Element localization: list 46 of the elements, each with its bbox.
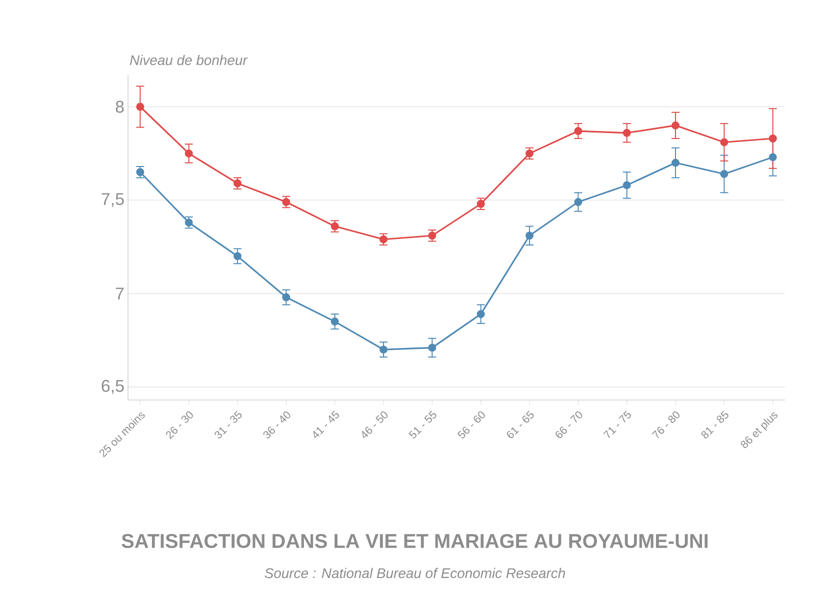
point	[330, 222, 339, 230]
point	[622, 181, 631, 190]
point	[526, 149, 534, 158]
x-tick-label: 46 - 50	[362, 411, 388, 438]
x-tick-label: 66 - 70	[556, 411, 582, 438]
x-tick-label: 76 - 80	[652, 411, 680, 438]
point	[428, 232, 436, 240]
source-note: Source : National Bureau of Economic Research	[264, 568, 565, 578]
point	[720, 170, 728, 178]
x-tick-label: 36 - 40	[263, 411, 290, 438]
x-tick-label: 61 - 65	[506, 410, 534, 438]
y-tick-label: 7	[116, 288, 124, 300]
y-tick-label: 6,5	[102, 380, 124, 394]
x-tick-label: 81 - 85	[701, 410, 728, 438]
point	[622, 128, 631, 137]
point	[380, 346, 388, 354]
x-tick-label: 41 - 45	[313, 410, 339, 438]
point	[282, 198, 290, 206]
y-tick-label: 7,5	[102, 193, 124, 208]
point	[234, 179, 242, 188]
x-tick-label: 31 - 35	[214, 410, 242, 438]
point	[184, 218, 193, 227]
text: SATISFACTION DANS LA VIE ET MARIAGE AU ROYAUME-UNI	[122, 534, 708, 548]
point	[282, 293, 290, 302]
x-tick-label: 26 - 30	[166, 411, 193, 440]
point	[672, 121, 680, 130]
point	[428, 344, 436, 352]
y-tick-label: 8	[116, 100, 124, 113]
point	[526, 232, 534, 240]
point	[672, 158, 680, 167]
point	[720, 138, 728, 146]
point	[768, 153, 777, 162]
y-axis-title: Niveau de bonheur	[130, 54, 248, 66]
x-tick-label: 56 - 60	[457, 411, 485, 438]
point	[184, 149, 193, 158]
point	[330, 318, 339, 326]
point	[768, 134, 777, 142]
x-tick-label: 71 - 75	[603, 410, 631, 438]
x-tick-label: 51 - 55	[408, 410, 436, 438]
point	[574, 127, 582, 136]
point	[136, 102, 144, 111]
point	[574, 198, 582, 206]
point	[234, 252, 242, 260]
point	[476, 200, 485, 208]
point	[476, 310, 485, 318]
point	[380, 235, 388, 244]
